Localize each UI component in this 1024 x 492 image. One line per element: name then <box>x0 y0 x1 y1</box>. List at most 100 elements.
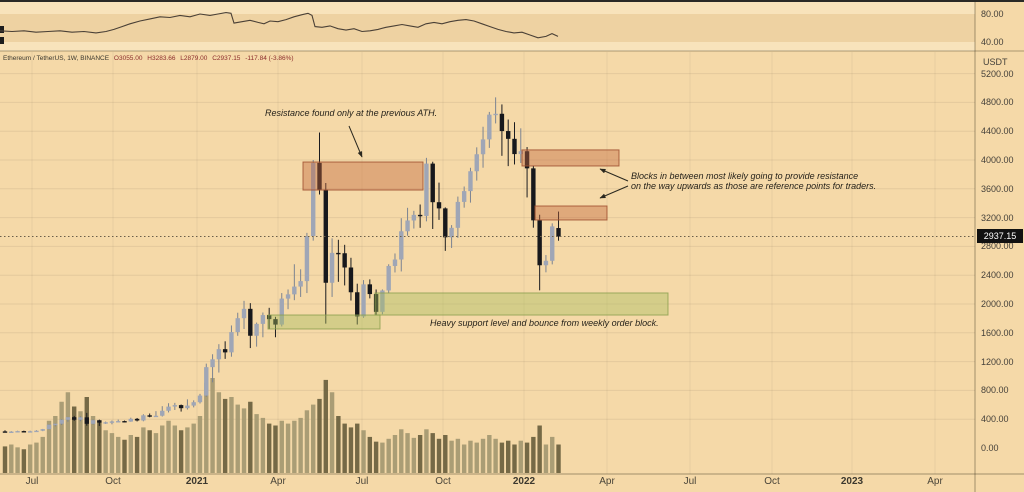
price-tick-label: 2000.00 <box>981 299 1014 309</box>
volume-bar <box>461 444 467 473</box>
candle-body <box>260 315 266 324</box>
volume-bar <box>405 433 410 473</box>
volume-bar <box>304 410 310 473</box>
candle-body <box>2 431 8 433</box>
volume-bar <box>178 430 184 473</box>
volume-bar <box>493 438 498 473</box>
volume-bar <box>543 444 549 473</box>
candle-body <box>311 162 316 237</box>
volume-bar <box>109 433 115 473</box>
volume-bar <box>367 436 373 473</box>
candle-body <box>543 260 549 266</box>
support-block-left[interactable] <box>267 314 381 330</box>
volume-bar <box>254 414 259 473</box>
volume-bar <box>2 446 8 473</box>
volume-bar <box>166 420 171 473</box>
volume-bar <box>46 420 52 473</box>
candle-body <box>103 422 108 424</box>
annotation-blocks-line1: Blocks in between most likely going to p… <box>631 171 859 181</box>
candle-body <box>185 405 190 409</box>
annotation-arrow[interactable] <box>348 125 363 158</box>
candle-body <box>317 162 322 190</box>
candle-body <box>461 191 467 202</box>
volume-bar <box>531 436 536 473</box>
volume-bar <box>116 436 121 473</box>
legend-close: C2937.15 <box>212 55 241 62</box>
volume-bar <box>59 401 64 473</box>
volume-bar <box>499 442 505 473</box>
indicator-line[interactable] <box>0 12 559 39</box>
annotation-support[interactable]: Heavy support level and bounce from week… <box>430 318 659 328</box>
candle-body <box>90 420 96 424</box>
annotation-arrow[interactable] <box>599 185 629 199</box>
price-tick-label: 2800.00 <box>981 241 1014 252</box>
volume-bar <box>27 444 33 473</box>
candle-body <box>449 227 454 238</box>
candle-body <box>443 208 448 238</box>
volume-bar <box>417 435 423 473</box>
legend-high: H3283.66 <box>147 55 176 62</box>
volume-bar <box>84 397 89 473</box>
candle-body <box>160 410 165 416</box>
volume-bar <box>537 425 542 473</box>
volume-bar <box>480 438 486 473</box>
candle-body <box>266 315 272 320</box>
time-tick-label: Oct <box>435 476 451 487</box>
ath-resistance-block[interactable] <box>302 161 424 191</box>
candle-body <box>361 284 366 317</box>
volume-bar <box>141 427 146 473</box>
volume-bar <box>506 440 511 473</box>
candle-body <box>399 231 404 260</box>
legend-change: -117.84 (-3.86%) <box>245 55 294 62</box>
candle-body <box>524 151 530 169</box>
volume-bar <box>392 435 398 473</box>
volume-bar <box>361 430 366 473</box>
volume-bar <box>455 438 461 473</box>
price-tick-label: 800.00 <box>981 385 1009 396</box>
indicator-tick-80: 80.00 <box>981 9 1004 19</box>
candle-body <box>21 431 27 433</box>
volume-bar <box>292 420 297 473</box>
candle-body <box>84 417 89 424</box>
lower-resistance-block[interactable] <box>534 205 608 221</box>
price-tick-label: 4800.00 <box>981 97 1014 108</box>
volume-bar <box>248 401 253 473</box>
symbol-legend[interactable]: Ethereum / TetherUS, 1W, BINANCE O3055.0… <box>3 55 294 62</box>
candle-body <box>53 423 58 426</box>
candle-body <box>65 417 71 420</box>
candle-body <box>254 323 259 336</box>
current-price-badge: 2937.15 <box>977 229 1023 243</box>
legend-low: L2879.00 <box>180 55 208 62</box>
candle-body <box>468 171 473 192</box>
volume-bar <box>512 444 517 473</box>
volume-bar <box>9 444 14 473</box>
volume-bar <box>524 442 530 473</box>
upper-resistance-block[interactable] <box>521 149 620 167</box>
volume-bar <box>40 436 45 473</box>
volume-bar <box>348 427 354 473</box>
candle-body <box>323 189 328 283</box>
price-tick-label: 4000.00 <box>981 155 1014 165</box>
volume-bar <box>134 436 140 473</box>
candle-body <box>373 294 379 312</box>
candle-body <box>191 402 196 406</box>
volume-bar <box>317 398 322 473</box>
candle-body <box>59 419 64 424</box>
price-tick-label: 3200.00 <box>981 212 1014 223</box>
candle-body <box>430 163 435 203</box>
volume-bar <box>556 444 561 473</box>
candle-body <box>424 163 429 216</box>
volume-bar <box>399 429 404 473</box>
volume-bar <box>329 392 335 473</box>
candle-body <box>147 415 152 417</box>
candle-body <box>405 220 410 232</box>
volume-bar <box>204 382 209 473</box>
candle-body <box>336 252 341 255</box>
time-tick-label: Jul <box>683 476 697 487</box>
annotation-ath-resistance[interactable]: Resistance found only at the previous AT… <box>265 108 438 118</box>
support-block-main[interactable] <box>374 292 669 316</box>
price-axis-unit: USDT <box>983 57 1008 67</box>
annotation-blocks[interactable]: Blocks in between most likely going to p… <box>631 171 876 191</box>
annotation-arrow[interactable] <box>599 168 629 182</box>
